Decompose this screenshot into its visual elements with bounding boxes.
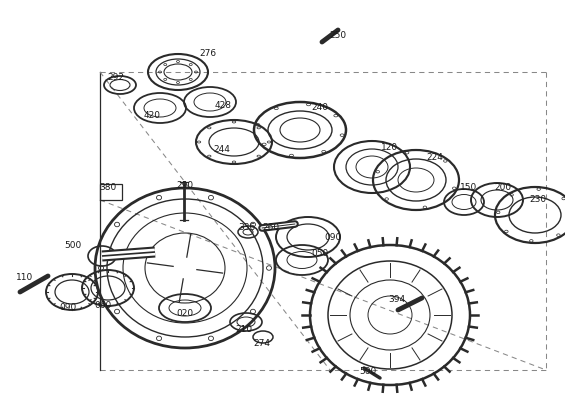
Text: 150: 150 [460,182,477,192]
Text: 120: 120 [381,144,398,152]
Text: 260: 260 [262,222,280,232]
Text: 274: 274 [254,340,271,348]
Text: 090: 090 [59,302,77,312]
Text: 420: 420 [144,110,160,120]
Text: 500: 500 [359,368,377,376]
Text: 380: 380 [99,184,116,192]
Text: 276: 276 [199,50,216,58]
Text: 244: 244 [214,146,231,154]
Text: 290: 290 [176,180,194,190]
Text: 292: 292 [107,72,124,82]
Bar [100,184,122,200]
Text: 394: 394 [389,296,406,304]
Text: 240: 240 [311,104,328,112]
Text: 224: 224 [427,152,444,162]
Text: 250: 250 [329,30,346,40]
Text: 050: 050 [311,250,329,258]
Text: 200: 200 [494,182,511,192]
Text: 110: 110 [16,272,34,282]
Text: 428: 428 [215,100,232,110]
Text: 336: 336 [238,224,255,232]
Text: 230: 230 [529,196,546,204]
Text: 020: 020 [176,310,194,318]
Text: 210: 210 [236,326,253,334]
Text: 500: 500 [64,242,81,250]
Text: 060: 060 [94,300,112,310]
Text: 090: 090 [324,234,342,242]
